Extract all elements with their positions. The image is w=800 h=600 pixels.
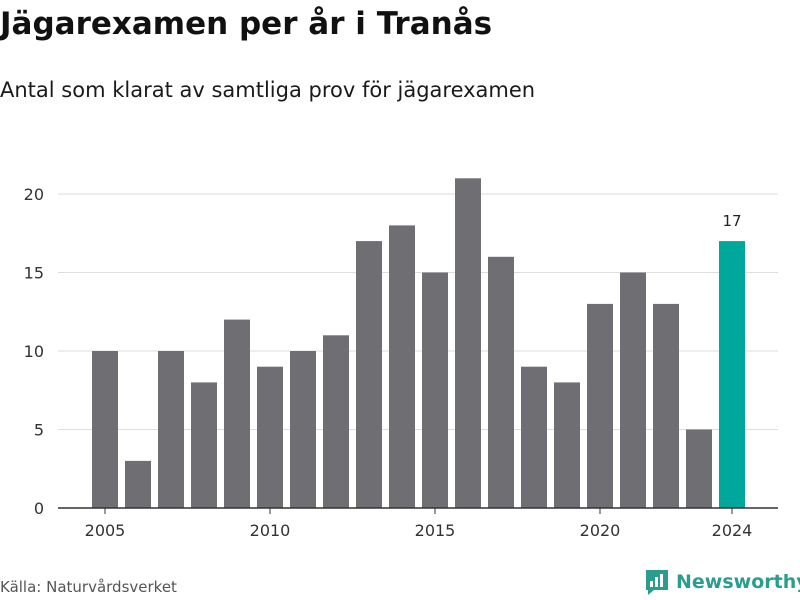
y-tick-label: 0: [34, 499, 44, 518]
data-label: 17: [722, 212, 741, 230]
bar-2007: [158, 351, 184, 508]
y-tick-label: 15: [24, 264, 44, 283]
brand-name: Newsworthy: [676, 571, 800, 593]
bar-2009: [224, 319, 250, 508]
x-tick-label: 2010: [250, 521, 291, 540]
x-tick-label: 2020: [580, 521, 621, 540]
bar-2022: [653, 303, 679, 508]
bar-2005: [92, 351, 118, 508]
newsworthy-logo-icon: [646, 570, 668, 595]
x-tick-label: 2005: [85, 521, 126, 540]
bar-2008: [191, 382, 217, 508]
bar-2018: [521, 366, 547, 508]
bar-2015: [422, 272, 448, 508]
source-note: Källa: Naturvårdsverket: [0, 578, 177, 596]
bar-2012: [323, 335, 349, 508]
bar-2006: [125, 460, 151, 508]
chart-subtitle: Antal som klarat av samtliga prov för jä…: [0, 78, 536, 102]
axes: 0 5 10 15 20 2005 2010 2015 2020 2024: [24, 185, 778, 540]
bars: 17: [92, 178, 745, 509]
x-tick-label: 2015: [415, 521, 456, 540]
chart-title: Jägarexamen per år i Tranås: [0, 6, 493, 42]
y-tick-label: 5: [34, 421, 44, 440]
bar-2016: [455, 178, 481, 509]
bar-2013: [356, 241, 382, 508]
bar-2024: [719, 241, 745, 508]
bar-2010: [257, 366, 283, 508]
x-tick-label: 2024: [712, 521, 753, 540]
bar-2019: [554, 382, 580, 508]
bar-2017: [488, 256, 514, 508]
bar-chart: 17 0 5 10 15 20 2005 2010 2015 2020 2024: [24, 178, 778, 540]
bar-2021: [620, 272, 646, 508]
bar-2014: [389, 225, 415, 508]
brand: Newsworthy: [644, 568, 800, 596]
bar-2023: [686, 429, 712, 508]
y-tick-label: 20: [24, 185, 44, 204]
y-tick-label: 10: [24, 342, 44, 361]
bar-2011: [290, 351, 316, 508]
bar-2020: [587, 303, 613, 508]
